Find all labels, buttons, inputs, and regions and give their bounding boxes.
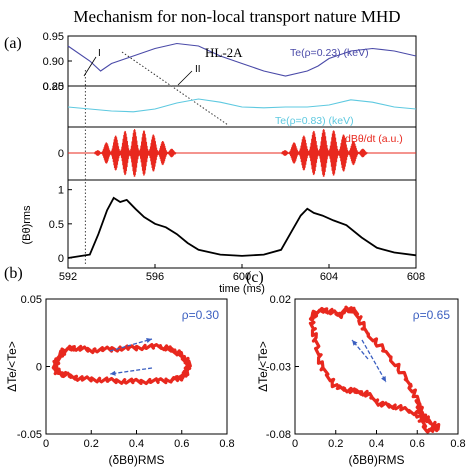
xtick-label: 600 [233, 271, 251, 283]
direction-arrow-lower-head [110, 370, 116, 376]
series-te-rho-023 [67, 42, 417, 77]
xtick-label: 592 [59, 271, 77, 283]
ytick-label: 0.90 [43, 56, 64, 68]
arrow-ii [177, 70, 193, 86]
xtick-label: 0 [43, 438, 49, 450]
series-label-brms: (Bθ)rms [21, 205, 33, 245]
ytick-label: 0.5 [49, 219, 64, 231]
ytick-label: 0.20 [43, 81, 64, 93]
panel-c-label: (c) [246, 269, 264, 286]
direction-arrow-upper-head [352, 340, 358, 346]
yaxis-label: ΔTe/<Te> [5, 341, 19, 392]
series-label-te-023: Te(ρ=0.23) (keV) [290, 47, 369, 59]
xtick-label: 0.6 [174, 438, 189, 450]
xtick-label: 0 [292, 438, 298, 450]
ytick-label: 0 [58, 253, 64, 265]
panel-b: 0 0.2 0.4 0.6 0.80.050-0.05ρ=0.30(δBθ)RMSΔTe… [5, 294, 235, 467]
ytick-label: -0.03 [266, 362, 291, 374]
loop-trajectory [308, 305, 441, 434]
xtick-label: 0.8 [219, 438, 234, 450]
ytick-label: 0.85 [43, 81, 64, 93]
xtick-label: 604 [320, 271, 338, 283]
direction-arrow-upper [109, 338, 153, 352]
panel-b-label: (b) [4, 265, 23, 282]
xaxis-label: time (ms) [219, 283, 265, 295]
xtick-label: 0.4 [129, 438, 144, 450]
dbdt-burst-1 [280, 128, 369, 177]
trend-dotted-line [121, 51, 229, 126]
xtick-label: 0.2 [84, 438, 99, 450]
ytick-label: 0.05 [21, 294, 42, 306]
ytick-label: 0.02 [270, 294, 291, 306]
xtick-label: 0.8 [450, 438, 465, 450]
ytick-label: -0.05 [17, 429, 42, 441]
yaxis-label: ΔTe/<Te> [256, 341, 270, 392]
device-label: HL-2A [205, 45, 243, 60]
panel-a-label: (a) [4, 35, 22, 52]
direction-arrow-lower [109, 367, 153, 375]
direction-arrow-lower [361, 339, 387, 383]
ytick-label: -0.08 [266, 429, 291, 441]
series-label-te-083: Te(ρ=0.83) (keV) [275, 115, 354, 127]
xtick-label: 596 [146, 271, 164, 283]
xtick-label: 0.6 [410, 438, 425, 450]
xtick-label: 0.2 [328, 438, 343, 450]
loop-trajectory [51, 343, 192, 386]
ytick-label: 0.95 [43, 31, 64, 43]
dbdt-burst-0 [93, 128, 177, 177]
marker-i: I [98, 48, 101, 59]
xtick-label: 0.4 [369, 438, 384, 450]
ytick-label: 0 [36, 362, 42, 374]
ytick-label: 0 [58, 148, 64, 160]
xaxis-label: (δBθ)RMS [348, 453, 404, 467]
panel-c: 0 0.2 0.4 0.6 0.8 0.02 -0.03 -0.08 ρ=0.65 (δBθ)RM… [256, 294, 466, 467]
series-brms [67, 196, 417, 259]
xtick-label: 608 [407, 271, 425, 283]
rho-annotation: ρ=0.65 [413, 308, 451, 322]
subplot-frame-3 [67, 179, 417, 269]
rho-annotation: ρ=0.30 [182, 308, 220, 322]
marker-ii: II [195, 64, 201, 75]
series-label-dbdt: dBθ/dt (a.u.) [345, 133, 403, 145]
direction-arrow-upper-head [146, 338, 152, 343]
figure-title: Mechanism for non-local transport nature… [73, 7, 400, 26]
direction-arrow-lower-head [381, 376, 386, 382]
series-te-rho-083 [67, 98, 417, 113]
ytick-label: 1 [58, 185, 64, 197]
xaxis-label: (δBθ)RMS [108, 453, 164, 467]
arrow-i [83, 56, 97, 77]
